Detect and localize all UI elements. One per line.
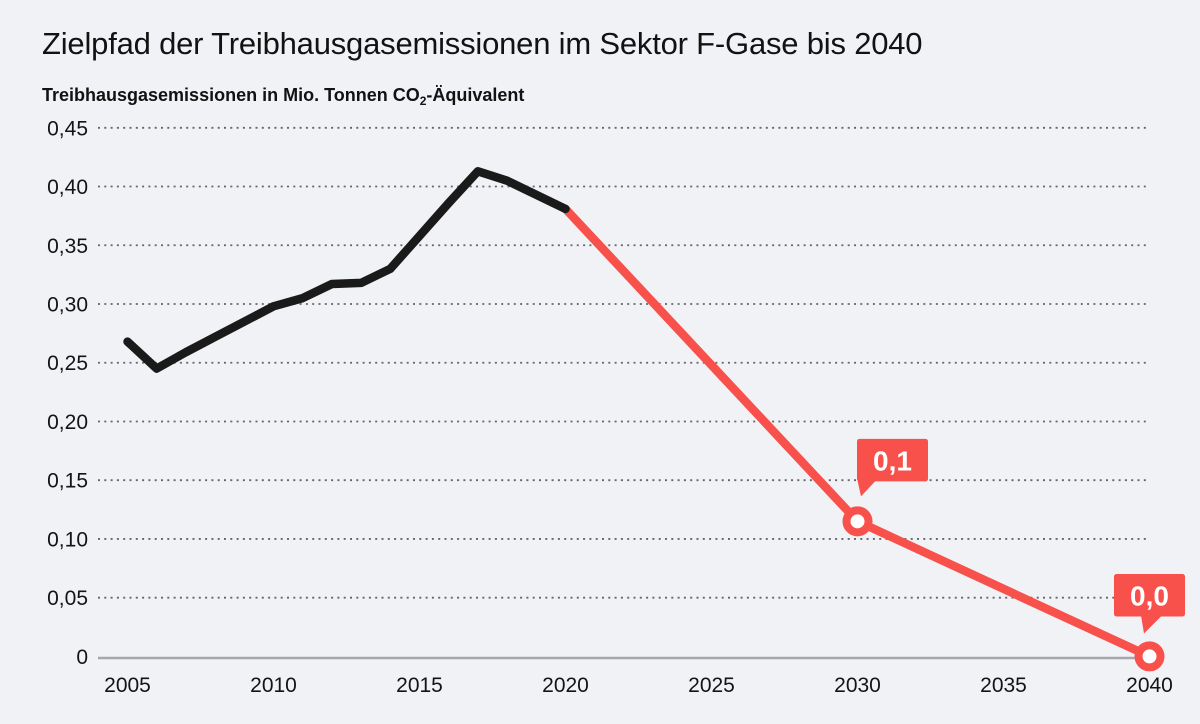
y-tick-label: 0 xyxy=(76,646,88,669)
series-line-historical xyxy=(123,167,570,373)
y-tick-label: 0,40 xyxy=(47,176,88,199)
y-tick-label: 0,15 xyxy=(47,470,88,493)
value-badge xyxy=(1114,574,1185,617)
x-tick-label: 2005 xyxy=(104,674,151,697)
y-tick-label: 0,05 xyxy=(47,587,88,610)
co2-subscript: 2 xyxy=(419,94,427,108)
value-badge-pointer xyxy=(857,480,876,497)
target-point-marker xyxy=(1134,641,1165,672)
value-badge-label: 0,1 xyxy=(873,445,912,476)
x-tick-label: 2025 xyxy=(688,674,735,697)
value-badge xyxy=(857,438,928,482)
chart-title: Zielpfad der Treibhausgasemissionen im S… xyxy=(42,26,923,61)
x-tick-label: 2030 xyxy=(834,674,881,697)
x-tick-label: 2015 xyxy=(396,674,443,697)
x-tick-label: 2010 xyxy=(250,674,297,697)
y-tick-label: 0,30 xyxy=(47,294,88,317)
y-tick-label: 0,35 xyxy=(47,235,88,258)
target-point-marker xyxy=(842,506,873,537)
y-tick-label: 0,20 xyxy=(47,411,88,434)
x-tick-label: 2040 xyxy=(1126,674,1173,697)
series-line-target-path xyxy=(561,204,1154,661)
value-badge-label: 0,0 xyxy=(1130,581,1169,612)
chart-subtitle-prefix: Treibhausgasemissionen in Mio. Tonnen CO xyxy=(42,85,420,105)
y-tick-label: 0,45 xyxy=(47,117,88,140)
x-tick-label: 2020 xyxy=(542,674,589,697)
y-tick-label: 0,10 xyxy=(47,528,88,551)
y-tick-label: 0,25 xyxy=(47,352,88,375)
chart-subtitle: Treibhausgasemissionen in Mio. Tonnen CO… xyxy=(42,85,524,108)
x-tick-label: 2035 xyxy=(980,674,1027,697)
value-badge-pointer xyxy=(1141,615,1162,634)
chart-subtitle-suffix: -Äquivalent xyxy=(426,85,525,105)
